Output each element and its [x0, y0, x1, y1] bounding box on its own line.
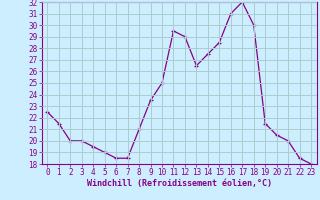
X-axis label: Windchill (Refroidissement éolien,°C): Windchill (Refroidissement éolien,°C)	[87, 179, 272, 188]
